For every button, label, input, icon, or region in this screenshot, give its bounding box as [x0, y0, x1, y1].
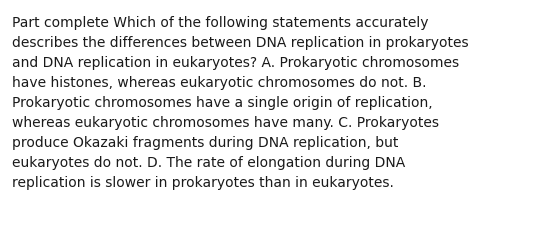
Text: Part complete Which of the following statements accurately
describes the differe: Part complete Which of the following sta…	[12, 16, 469, 190]
